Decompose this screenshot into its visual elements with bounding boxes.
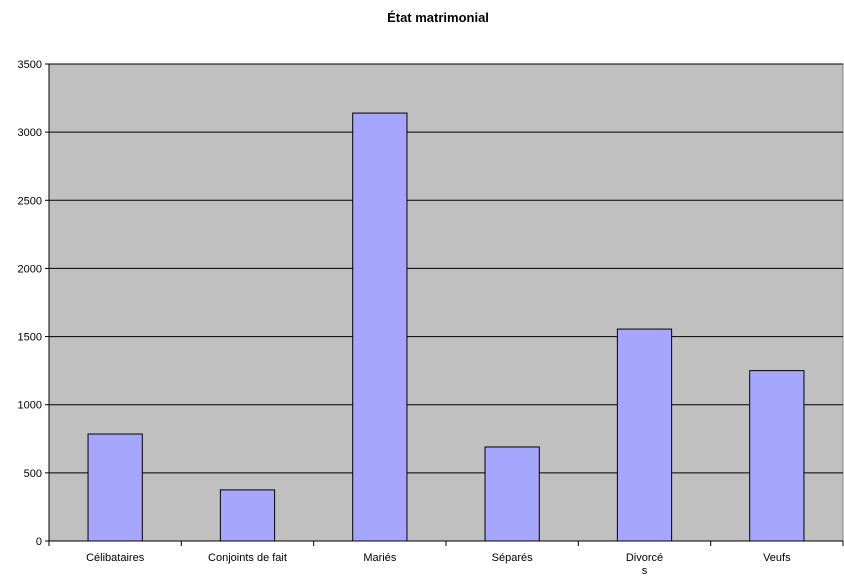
bar-6 bbox=[749, 370, 805, 542]
x-tick-label: Mariés bbox=[363, 552, 397, 564]
x-tick-label: Divorcé s bbox=[626, 552, 663, 577]
y-axis: 0 500 1000 1500 2000 2500 3000 3500 bbox=[18, 59, 50, 548]
plot-area bbox=[48, 63, 844, 542]
bar-3 bbox=[352, 112, 408, 542]
y-tick-label: 2000 bbox=[18, 263, 42, 275]
y-tick-label: 500 bbox=[24, 468, 42, 480]
bars bbox=[87, 112, 805, 542]
y-tick-label: 2500 bbox=[18, 195, 42, 207]
chart-title: État matrimonial bbox=[387, 10, 489, 25]
x-tick-label: Séparés bbox=[492, 552, 533, 564]
y-tick-label: 1500 bbox=[18, 332, 42, 344]
y-tick-label: 3000 bbox=[18, 127, 42, 139]
y-tick-label: 3500 bbox=[18, 59, 42, 71]
y-tick-label: 0 bbox=[36, 536, 42, 548]
x-axis: Célibataires Conjoints de fait Mariés Sépar… bbox=[48, 540, 844, 577]
bar-1 bbox=[87, 433, 143, 542]
x-tick-label: Veufs bbox=[763, 552, 791, 564]
x-tick-label: Conjoints de fait bbox=[208, 552, 287, 564]
bar-5 bbox=[616, 328, 673, 542]
bar-4 bbox=[484, 446, 540, 542]
gridlines bbox=[49, 63, 843, 474]
y-tick-label: 1000 bbox=[18, 400, 42, 412]
bar-2 bbox=[219, 489, 276, 542]
x-tick-label: Célibataires bbox=[86, 552, 145, 564]
